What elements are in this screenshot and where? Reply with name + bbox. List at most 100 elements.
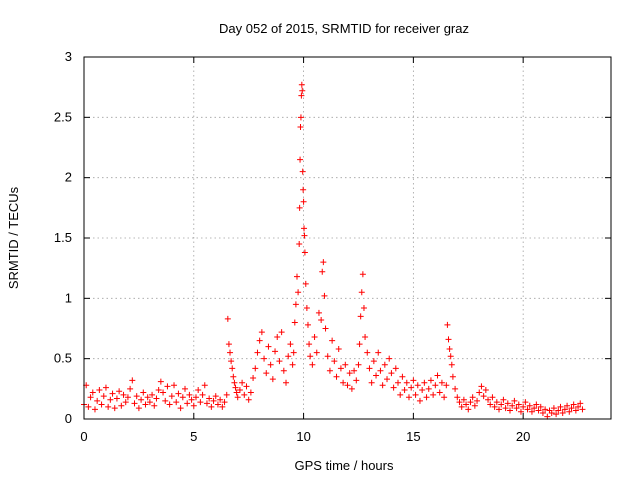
y-axis-label: SRMTID / TECUs [6, 186, 21, 289]
data-point [276, 358, 283, 365]
data-point [511, 397, 518, 404]
data-point [272, 348, 279, 355]
data-point [247, 389, 254, 396]
data-point [292, 301, 299, 308]
data-point [217, 396, 224, 403]
data-point [513, 405, 520, 412]
data-point [120, 391, 127, 398]
data-point [416, 397, 423, 404]
data-point [403, 379, 410, 386]
data-point [303, 304, 310, 311]
data-point [425, 385, 432, 392]
data-point [480, 393, 487, 400]
data-point [517, 408, 524, 415]
data-point [555, 407, 562, 414]
x-tick-label: 5 [190, 429, 197, 444]
data-point [548, 409, 555, 416]
data-point [306, 341, 313, 348]
data-point [441, 394, 448, 401]
data-point [105, 403, 112, 410]
data-point [201, 382, 208, 389]
data-point [297, 123, 304, 130]
data-point [528, 408, 535, 415]
data-point [471, 402, 478, 409]
data-point [227, 349, 234, 356]
data-point [173, 399, 180, 406]
data-point [504, 400, 511, 407]
data-points [81, 81, 586, 420]
data-point [274, 333, 281, 340]
data-point [340, 379, 347, 386]
data-point [296, 204, 303, 211]
data-point [559, 409, 566, 416]
data-point [550, 405, 557, 412]
data-point [337, 365, 344, 372]
data-point [353, 377, 360, 384]
data-point [358, 289, 365, 296]
data-point [140, 389, 147, 396]
data-point [301, 249, 308, 256]
data-point [445, 336, 452, 343]
data-point [267, 361, 274, 368]
data-point [131, 400, 138, 407]
data-point [381, 361, 388, 368]
data-point [144, 394, 151, 401]
data-point [364, 349, 371, 356]
data-point [297, 156, 304, 163]
data-point [423, 394, 430, 401]
data-point [379, 382, 386, 389]
data-point [258, 329, 265, 336]
data-point [566, 408, 573, 415]
data-point [236, 387, 243, 394]
data-point [149, 391, 156, 398]
data-point [269, 376, 276, 383]
data-point [280, 367, 287, 374]
data-point [311, 333, 318, 340]
data-point [342, 361, 349, 368]
data-point [553, 411, 560, 418]
data-point [265, 343, 272, 350]
data-point [298, 92, 305, 99]
data-point [506, 407, 513, 414]
data-point [395, 379, 402, 386]
data-point [300, 198, 307, 205]
data-point [388, 370, 395, 377]
data-point [224, 315, 231, 322]
data-point [315, 309, 322, 316]
data-point [301, 225, 308, 232]
data-point [107, 396, 114, 403]
data-point [146, 399, 153, 406]
data-point [493, 399, 500, 406]
data-point [109, 390, 116, 397]
data-point [261, 355, 268, 362]
data-point [377, 367, 384, 374]
data-point [410, 377, 417, 384]
data-point [515, 401, 522, 408]
data-point [520, 403, 527, 410]
data-point [496, 406, 503, 413]
data-point [96, 387, 103, 394]
data-point [89, 389, 96, 396]
data-point [290, 349, 297, 356]
data-point [208, 403, 215, 410]
data-point [390, 384, 397, 391]
data-point [502, 405, 509, 412]
data-point [522, 399, 529, 406]
data-point [184, 400, 191, 407]
data-point [190, 402, 197, 409]
data-point [542, 406, 549, 413]
data-point [489, 394, 496, 401]
data-point [212, 393, 219, 400]
data-point [234, 394, 241, 401]
y-tick-label: 2 [65, 170, 72, 185]
data-point [458, 403, 465, 410]
data-point [291, 319, 298, 326]
data-point [171, 382, 178, 389]
data-point [186, 391, 193, 398]
data-point [304, 321, 311, 328]
data-point [166, 401, 173, 408]
chart-title: Day 052 of 2015, SRMTID for receiver gra… [219, 21, 469, 36]
data-point [182, 385, 189, 392]
data-point [116, 388, 123, 395]
